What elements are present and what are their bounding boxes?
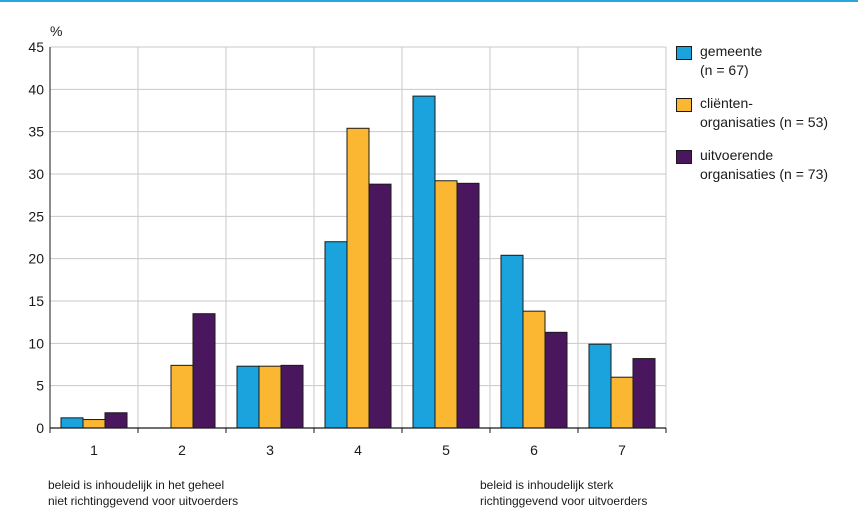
legend-label-line2: organisaties (n = 53) xyxy=(700,114,829,130)
bar-uitvoerende-3 xyxy=(280,364,304,429)
legend-swatch-clienten xyxy=(676,98,692,112)
annotation-line2: richtinggevend voor uitvoerders xyxy=(480,494,648,508)
y-tick-label: 10 xyxy=(28,335,44,351)
bar-uitvoerende-4 xyxy=(368,183,392,429)
bar-uitvoerende-5 xyxy=(456,182,480,429)
chart-grid xyxy=(50,46,667,428)
x-tick-label: 2 xyxy=(178,442,186,458)
x-axis-annotation-high: beleid is inhoudelijk sterk richtinggeve… xyxy=(480,477,647,509)
y-tick-label: 5 xyxy=(36,378,44,394)
x-tick-label: 1 xyxy=(90,442,98,458)
y-tick-label: 45 xyxy=(28,39,44,55)
legend-item-clienten: cliënten- organisaties (n = 53) xyxy=(676,94,856,132)
legend-swatch-gemeente xyxy=(676,46,692,60)
legend-label-gemeente: gemeente (n = 67) xyxy=(700,42,762,80)
bar-gemeente-1 xyxy=(60,417,84,429)
legend-label-line2: organisaties (n = 73) xyxy=(700,166,829,182)
legend-label-line2: (n = 67) xyxy=(700,62,749,78)
annotation-line1: beleid is inhoudelijk sterk xyxy=(480,478,614,492)
bar-clienten-5 xyxy=(434,180,458,429)
legend-swatch-uitvoerende xyxy=(676,150,692,164)
legend-label-uitvoerende: uitvoerende organisaties (n = 73) xyxy=(700,146,828,184)
bar-clienten-6 xyxy=(522,310,546,429)
bar-gemeente-5 xyxy=(412,95,436,429)
chart-bars xyxy=(60,95,656,429)
x-tick-label: 4 xyxy=(354,442,362,458)
legend-item-uitvoerende: uitvoerende organisaties (n = 73) xyxy=(676,146,856,184)
x-tick-label: 6 xyxy=(530,442,538,458)
y-unit-label: % xyxy=(50,23,62,39)
annotation-line1: beleid is inhoudelijk in het geheel xyxy=(48,478,225,492)
bar-uitvoerende-2 xyxy=(192,313,216,429)
bar-uitvoerende-1 xyxy=(104,412,128,429)
y-tick-label: 0 xyxy=(36,420,44,436)
bar-uitvoerende-6 xyxy=(544,331,568,429)
annotation-line2: niet richtinggevend voor uitvoerders xyxy=(48,494,239,508)
bar-gemeente-4 xyxy=(324,241,348,429)
bar-clienten-1 xyxy=(82,419,106,429)
y-tick-label: 15 xyxy=(28,293,44,309)
bar-gemeente-3 xyxy=(236,365,260,429)
legend-label-clienten: cliënten- organisaties (n = 53) xyxy=(700,94,828,132)
x-tick-label: 7 xyxy=(618,442,626,458)
y-tick-label: 30 xyxy=(28,166,44,182)
y-tick-label: 20 xyxy=(28,251,44,267)
legend-label-line1: cliënten- xyxy=(700,95,753,111)
y-tick-label: 35 xyxy=(28,124,44,140)
x-axis-annotation-low: beleid is inhoudelijk in het geheel niet… xyxy=(48,477,238,509)
y-tick-label: 40 xyxy=(28,81,44,97)
legend-label-line1: gemeente xyxy=(700,43,763,59)
bar-clienten-7 xyxy=(610,376,634,429)
chart-legend: gemeente (n = 67) cliënten- organisaties… xyxy=(676,42,856,198)
bar-clienten-2 xyxy=(170,364,194,429)
bar-clienten-4 xyxy=(346,127,370,429)
legend-item-gemeente: gemeente (n = 67) xyxy=(676,42,856,80)
bar-clienten-3 xyxy=(258,365,282,429)
bar-uitvoerende-7 xyxy=(632,358,656,429)
bar-gemeente-6 xyxy=(500,254,524,429)
y-tick-label: 25 xyxy=(28,208,44,224)
bar-gemeente-7 xyxy=(588,343,612,429)
legend-label-line1: uitvoerende xyxy=(700,147,774,163)
x-tick-label: 5 xyxy=(442,442,450,458)
x-tick-label: 3 xyxy=(266,442,274,458)
top-rule xyxy=(0,0,858,2)
